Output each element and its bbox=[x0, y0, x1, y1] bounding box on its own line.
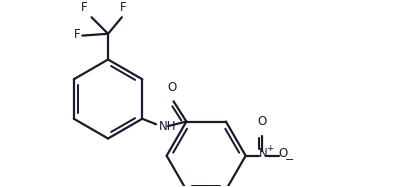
Text: N: N bbox=[259, 147, 267, 160]
Text: +: + bbox=[266, 144, 273, 153]
Text: F: F bbox=[74, 28, 81, 41]
Text: F: F bbox=[81, 1, 88, 13]
Text: −: − bbox=[285, 155, 294, 165]
Text: NH: NH bbox=[159, 120, 176, 133]
Text: O: O bbox=[279, 147, 288, 160]
Text: O: O bbox=[258, 115, 267, 128]
Text: O: O bbox=[167, 81, 176, 94]
Text: F: F bbox=[119, 1, 126, 13]
